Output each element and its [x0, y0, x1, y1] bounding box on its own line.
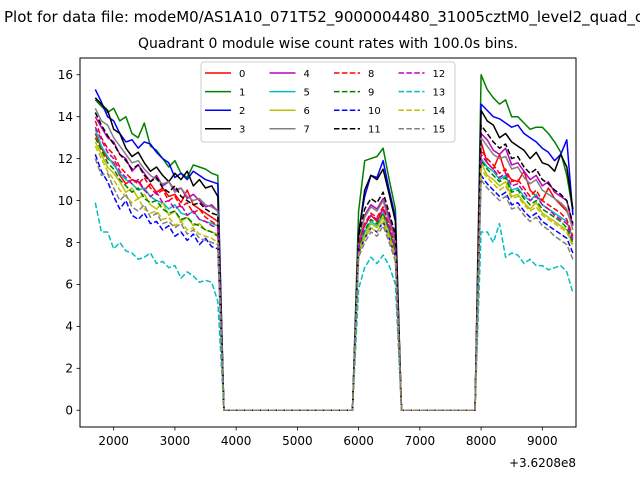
- y-tick-label: 16: [58, 68, 73, 82]
- y-tick-label: 14: [58, 110, 73, 124]
- series-line-5: [94, 129, 574, 411]
- x-tick-label: 5000: [282, 434, 313, 448]
- x-offset-label: +3.6208e8: [509, 456, 576, 470]
- legend-label-9: 9: [368, 87, 374, 98]
- series-line-14: [94, 145, 574, 411]
- legend-label-14: 14: [433, 106, 446, 117]
- legend-frame: [200, 61, 456, 143]
- legend-label-2: 2: [239, 106, 245, 117]
- y-tick-label: 8: [65, 236, 73, 250]
- y-tick-label: 0: [65, 404, 73, 418]
- series-line-11: [94, 112, 574, 411]
- figure-suptitle: Plot for data file: modeM0/AS1A10_071T52…: [4, 8, 640, 26]
- x-tick-label: 8000: [466, 434, 497, 448]
- series-line-15: [94, 158, 574, 411]
- y-tick-label: 6: [65, 278, 73, 292]
- legend-label-10: 10: [368, 106, 381, 117]
- series-line-13: [94, 202, 574, 411]
- x-tick-label: 9000: [527, 434, 558, 448]
- legend-label-6: 6: [304, 106, 310, 117]
- x-tick-label: 4000: [221, 434, 252, 448]
- x-tick-label: 7000: [405, 434, 436, 448]
- legend-label-5: 5: [304, 87, 310, 98]
- legend-label-0: 0: [239, 69, 245, 80]
- legend-label-4: 4: [304, 69, 310, 80]
- legend-label-1: 1: [239, 87, 245, 98]
- legend-label-13: 13: [433, 87, 446, 98]
- legend-label-3: 3: [239, 125, 245, 136]
- series-line-3: [94, 97, 574, 411]
- series-line-12: [94, 126, 574, 411]
- legend-label-12: 12: [433, 69, 446, 80]
- y-tick-label: 12: [58, 152, 73, 166]
- series-layer: [94, 74, 574, 411]
- y-tick-label: 2: [65, 362, 73, 376]
- legend-label-11: 11: [368, 125, 381, 136]
- x-tick-label: 3000: [160, 434, 191, 448]
- x-tick-label: 2000: [98, 434, 129, 448]
- legend-label-7: 7: [304, 125, 310, 136]
- legend-label-8: 8: [368, 69, 374, 80]
- ticks-layer: 2000 3000 4000 5000 6000 7000 8000 900002468101…: [58, 68, 558, 448]
- chart-title: Quadrant 0 module wise count rates with …: [138, 36, 518, 52]
- y-tick-label: 4: [65, 320, 73, 334]
- y-tick-label: 10: [58, 194, 73, 208]
- series-line-0: [94, 133, 574, 411]
- legend-label-15: 15: [433, 125, 446, 136]
- x-tick-label: 6000: [343, 434, 374, 448]
